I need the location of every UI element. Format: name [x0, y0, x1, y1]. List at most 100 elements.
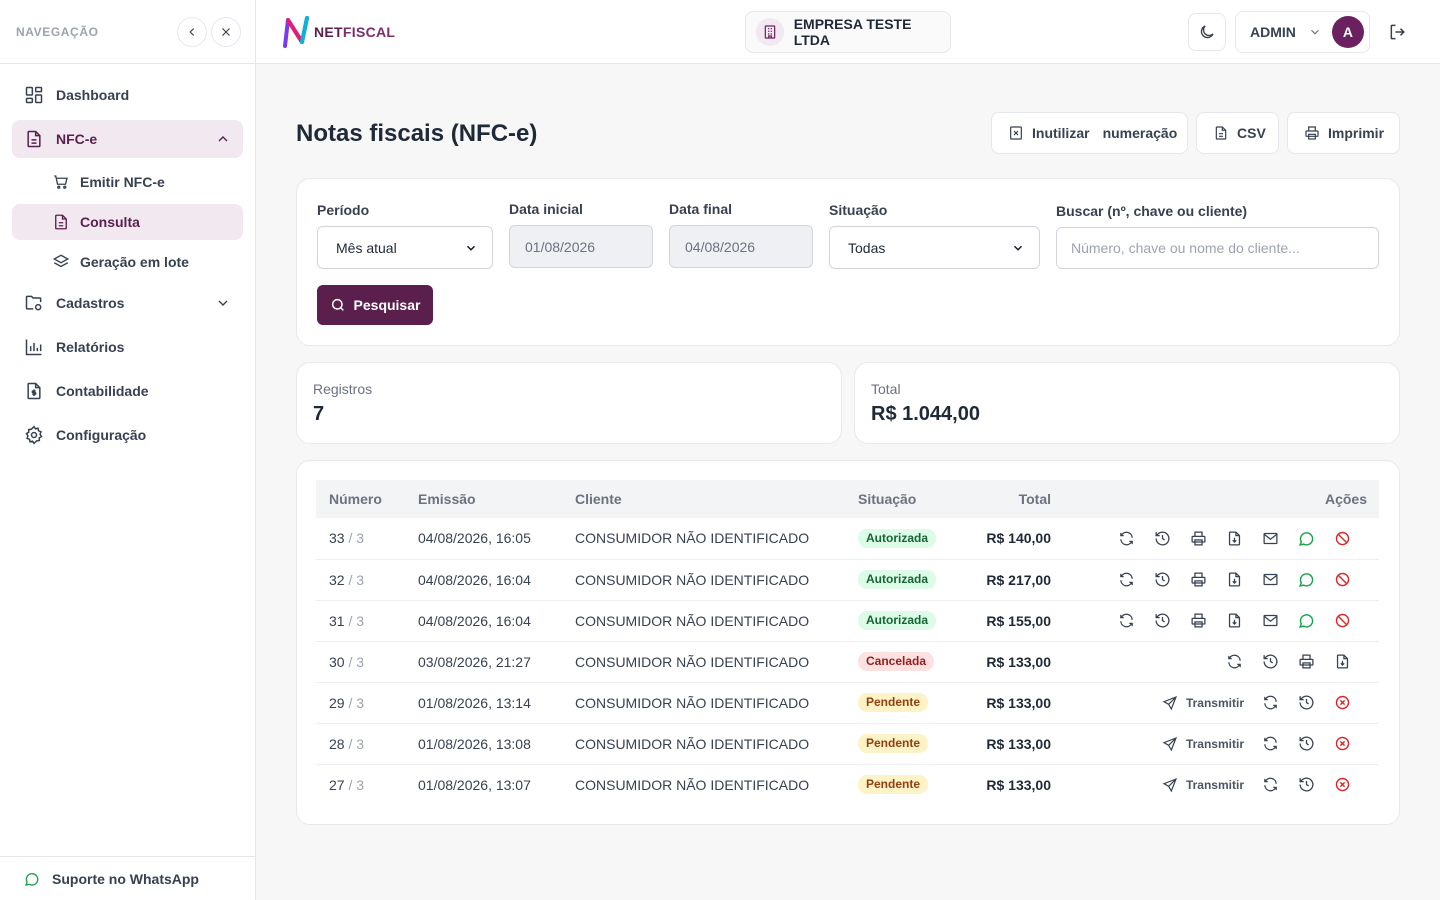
status-badge: Autorizada [858, 611, 937, 630]
sidebar-subitem-emitir[interactable]: Emitir NFC-e [12, 164, 243, 200]
print-button[interactable] [1180, 568, 1216, 592]
col-situacao[interactable]: Situação [858, 491, 917, 507]
col-cliente[interactable]: Cliente [575, 491, 622, 507]
download-xml-button[interactable] [1216, 609, 1252, 633]
page-title: Notas fiscais (NFC-e) [296, 120, 538, 147]
notas-table: Número Emissão Cliente Situação Total Aç… [316, 480, 1379, 805]
download-xml-button[interactable] [1216, 526, 1252, 550]
inutilizar-numeracao-button[interactable]: Inutilizar numeração [991, 112, 1188, 154]
history-button[interactable] [1288, 732, 1324, 756]
refresh-button[interactable] [1252, 732, 1288, 756]
data-inicial-field[interactable]: 01/08/2026 [509, 225, 653, 268]
cancel-nota-button[interactable] [1324, 609, 1360, 633]
collapse-sidebar-button[interactable] [177, 16, 207, 47]
whatsapp-button[interactable] [1288, 526, 1324, 550]
history-icon [1262, 654, 1277, 669]
sidebar-item-nfce[interactable]: NFC-e [12, 120, 243, 158]
refresh-button[interactable] [1108, 568, 1144, 592]
refresh-button[interactable] [1216, 650, 1252, 674]
delete-button[interactable] [1324, 691, 1360, 715]
data-final-field[interactable]: 04/08/2026 [669, 225, 813, 268]
emissao-cell: 01/08/2026, 13:07 [418, 776, 531, 793]
company-selector[interactable]: EMPRESA TESTE LTDA [745, 11, 951, 53]
emissao-cell: 04/08/2026, 16:05 [418, 530, 531, 547]
sidebar-item-dashboard[interactable]: Dashboard [12, 76, 243, 114]
sidebar-item-relatorios[interactable]: Relatórios [12, 328, 243, 366]
chevron-down-icon [218, 300, 228, 306]
col-numero[interactable]: Número [329, 491, 382, 507]
user-name: ADMIN [1250, 24, 1296, 40]
sidebar-item-configuracao[interactable]: Configuração [12, 416, 243, 454]
numero: 28 [329, 735, 345, 752]
csv-button[interactable]: CSV [1196, 112, 1279, 154]
col-emissao[interactable]: Emissão [418, 491, 476, 507]
delete-button[interactable] [1324, 732, 1360, 756]
refresh-button[interactable] [1252, 773, 1288, 797]
table-row: 31 / 3 04/08/2026, 16:04 CONSUMIDOR NÃO … [316, 600, 1379, 641]
situacao-label: Situação [829, 202, 888, 218]
history-button[interactable] [1252, 650, 1288, 674]
sidebar-subitem-lote[interactable]: Geração em lote [12, 244, 243, 280]
user-menu-button[interactable]: ADMIN A [1235, 11, 1370, 53]
periodo-select[interactable]: Mês atual [317, 226, 493, 269]
history-icon [1154, 531, 1169, 546]
email-button[interactable] [1252, 568, 1288, 592]
history-button[interactable] [1288, 691, 1324, 715]
refresh-button[interactable] [1108, 609, 1144, 633]
imprimir-button[interactable]: Imprimir [1287, 112, 1400, 154]
sidebar-item-cadastros[interactable]: Cadastros [12, 284, 243, 322]
download-xml-button[interactable] [1324, 650, 1360, 674]
download-xml-button[interactable] [1216, 568, 1252, 592]
whatsapp-button[interactable] [1288, 609, 1324, 633]
registros-value: 7 [313, 403, 325, 425]
history-button[interactable] [1144, 568, 1180, 592]
situacao-select[interactable]: Todas [829, 226, 1040, 269]
sidebar-item-contabilidade[interactable]: Contabilidade [12, 372, 243, 410]
transmitir-button[interactable]: Transmitir [1162, 695, 1244, 711]
theme-toggle-button[interactable] [1188, 13, 1226, 51]
acoes-cell [1060, 559, 1379, 600]
delete-button[interactable] [1324, 773, 1360, 797]
sidebar-item-label: Dashboard [56, 87, 130, 103]
refresh-button[interactable] [1108, 526, 1144, 550]
send-icon [1162, 695, 1178, 710]
numero: 31 [329, 612, 345, 629]
buscar-input[interactable]: Número, chave ou nome do cliente... [1056, 227, 1379, 269]
print-button[interactable] [1180, 526, 1216, 550]
col-total[interactable]: Total [1018, 491, 1051, 507]
numero: 27 [329, 776, 345, 793]
mail-icon [1262, 532, 1278, 544]
whatsapp-button[interactable] [1288, 568, 1324, 592]
cliente-cell: CONSUMIDOR NÃO IDENTIFICADO [575, 735, 810, 752]
transmitir-button[interactable]: Transmitir [1162, 736, 1244, 752]
table-header-row: Número Emissão Cliente Situação Total Aç… [316, 480, 1379, 518]
transmitir-label: Transmitir [1185, 777, 1244, 792]
history-button[interactable] [1144, 609, 1180, 633]
building-icon [756, 18, 784, 46]
cancel-nota-button[interactable] [1324, 526, 1360, 550]
print-button[interactable] [1180, 609, 1216, 633]
pesquisar-button[interactable]: Pesquisar [317, 285, 433, 325]
email-button[interactable] [1252, 609, 1288, 633]
cancel-nota-button[interactable] [1324, 568, 1360, 592]
sidebar-subitem-consulta[interactable]: Consulta [12, 204, 243, 240]
print-button[interactable] [1288, 650, 1324, 674]
periodo-value: Mês atual [336, 239, 397, 256]
printer-icon [1304, 125, 1320, 141]
document-icon [24, 129, 44, 149]
cliente-cell: CONSUMIDOR NÃO IDENTIFICADO [575, 694, 810, 711]
file-download-icon [1228, 613, 1240, 628]
data-inicial-label: Data inicial [509, 201, 583, 217]
history-button[interactable] [1288, 773, 1324, 797]
total-cell: R$ 133,00 [986, 694, 1051, 711]
history-button[interactable] [1144, 526, 1180, 550]
netfiscal-logo[interactable]: NETFISCAL [282, 16, 395, 48]
email-button[interactable] [1252, 526, 1288, 550]
refresh-icon [1263, 777, 1277, 792]
logout-button[interactable] [1386, 20, 1410, 44]
refresh-button[interactable] [1252, 691, 1288, 715]
total-cell: R$ 133,00 [986, 653, 1051, 670]
transmitir-button[interactable]: Transmitir [1162, 777, 1244, 793]
close-sidebar-button[interactable] [211, 16, 241, 47]
whatsapp-support-link[interactable]: Suporte no WhatsApp [0, 856, 255, 900]
